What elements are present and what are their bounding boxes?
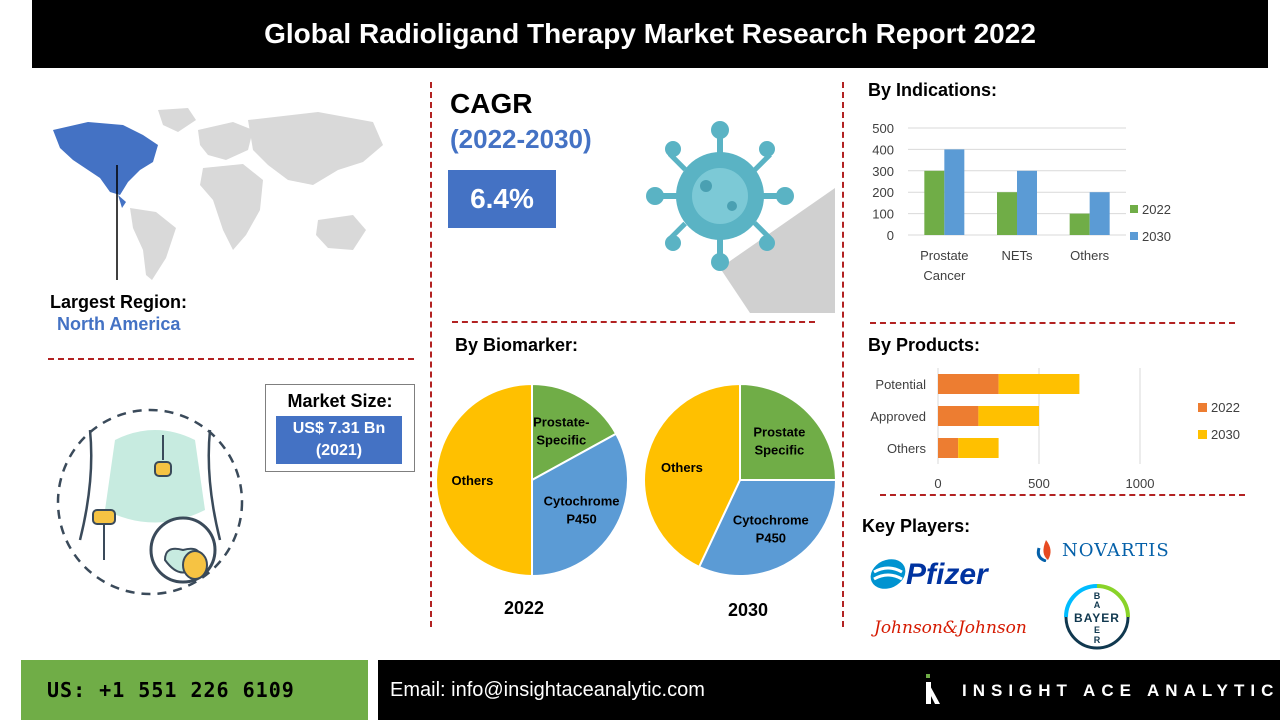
products-legend-label: 2022 — [1211, 400, 1240, 415]
svg-text:E: E — [1094, 625, 1100, 635]
divider-indications — [870, 322, 1235, 324]
products-bar-2030 — [958, 438, 999, 458]
pie-label: P450 — [566, 511, 596, 526]
products-bar-2022 — [938, 438, 959, 458]
biomarker-pie-2030: Prostate Specific Cytochrome P450 Others — [643, 383, 838, 577]
svg-text:B: B — [1094, 591, 1101, 601]
products-bar-2030 — [998, 374, 1080, 394]
region-value: North America — [57, 314, 181, 334]
indications-bar-2030 — [1089, 192, 1110, 235]
insightace-logo-icon — [926, 674, 940, 704]
indications-legend-swatch — [1130, 205, 1138, 213]
svg-text:R: R — [1094, 635, 1101, 645]
market-size-value: US$ 7.31 Bn — [292, 420, 386, 437]
products-xtick: 1000 — [1126, 476, 1155, 491]
divider-region — [48, 358, 414, 360]
indications-bar-2022 — [924, 170, 945, 235]
svg-text:A: A — [1094, 600, 1101, 610]
indications-legend-swatch — [1130, 232, 1138, 240]
biomarker-pie-2022: Prostate- Specific Cytochrome P450 Others — [435, 383, 629, 578]
products-ytick: Potential — [875, 377, 926, 392]
footer-bar: Email: info@insightaceanalytic.com INSIG… — [378, 660, 1280, 720]
pie-2022-caption: 2022 — [504, 598, 545, 618]
indications-ytick: 100 — [872, 207, 894, 222]
products-bar-2022 — [938, 374, 999, 394]
bayer-logo: BAYER B A E R — [1064, 584, 1130, 650]
pie-slice — [435, 383, 533, 578]
pie-label: Specific — [754, 443, 804, 458]
pie-slice — [531, 432, 629, 578]
products-xtick: 500 — [1028, 476, 1050, 491]
indications-legend-label: 2030 — [1142, 229, 1171, 244]
products-legend-swatch — [1198, 430, 1207, 439]
indications-ytick: 500 — [872, 121, 894, 136]
biomarker-title: By Biomarker: — [455, 335, 579, 355]
jnj-logo: Johnson&Johnson — [874, 618, 1027, 638]
pie-slice — [643, 383, 741, 569]
indications-bar-2030 — [944, 149, 965, 235]
market-size-value-box: US$ 7.31 Bn (2021) — [276, 416, 402, 464]
pie-label: Others — [661, 460, 703, 475]
virus-icon — [646, 121, 835, 313]
pie-label: P450 — [756, 531, 786, 546]
world-map-icon — [53, 108, 383, 280]
products-title: By Products: — [868, 335, 981, 355]
products-chart: 0 500 1000 Potential Approved Others 2022 2030 — [870, 368, 1240, 491]
pie-label: Others — [452, 473, 494, 488]
pfizer-logo: Pfizer — [868, 552, 988, 602]
indications-title: By Indications: — [868, 80, 998, 100]
products-bar-2022 — [938, 406, 979, 426]
key-players-title: Key Players: — [862, 516, 971, 536]
pfizer-pill-icon — [870, 559, 906, 589]
footer-email[interactable]: Email: info@insightaceanalytic.com — [390, 679, 705, 701]
indications-chart: 0 100 200 300 400 500 Prostate Cancer NETs Others… — [872, 121, 1171, 283]
indications-xtick: Prostate — [920, 248, 968, 263]
pie-label: Prostate- — [533, 414, 589, 429]
indications-ytick: 0 — [887, 228, 894, 243]
market-size-label: Market Size: — [287, 391, 393, 411]
north-america-shape — [53, 122, 158, 195]
cagr-value: 6.4% — [448, 170, 556, 228]
products-xtick: 0 — [934, 476, 941, 491]
novartis-logo: NOVARTIS — [1036, 536, 1176, 566]
products-legend-label: 2030 — [1211, 427, 1240, 442]
cagr-label: CAGR — [450, 88, 533, 119]
indications-bar-2022 — [1069, 213, 1090, 235]
indications-ytick: 300 — [872, 164, 894, 179]
products-bar-2030 — [978, 406, 1039, 426]
indications-bar-2022 — [997, 192, 1017, 235]
indications-ytick: 200 — [872, 185, 894, 200]
pie-slice — [739, 383, 838, 481]
indications-xtick: Others — [1070, 248, 1110, 263]
cagr-period: (2022-2030) — [450, 124, 592, 154]
pie-label: Cytochrome — [733, 513, 809, 528]
pie-label: Specific — [536, 432, 586, 447]
region-label: Largest Region: — [50, 292, 188, 312]
products-ytick: Others — [887, 441, 927, 456]
divider-cagr — [452, 321, 815, 323]
divider-left — [430, 82, 432, 627]
products-ytick: Approved — [870, 409, 926, 424]
pie-label: Cytochrome — [544, 493, 620, 508]
pie-slice — [531, 383, 618, 482]
market-size-box: Market Size: US$ 7.31 Bn (2021) — [265, 384, 415, 472]
footer-phone[interactable]: US: +1 551 226 6109 — [21, 660, 368, 720]
prostate-illustration-icon — [56, 408, 244, 596]
pie-label: Prostate — [753, 425, 805, 440]
novartis-flame-icon — [1036, 540, 1051, 562]
indications-ytick: 400 — [872, 142, 894, 157]
page-title: Global Radioligand Therapy Market Resear… — [32, 0, 1268, 68]
footer-brand: INSIGHT ACE ANALYTIC — [962, 681, 1280, 700]
svg-text:BAYER: BAYER — [1074, 611, 1120, 625]
indications-xtick: NETs — [1001, 248, 1033, 263]
market-size-year: (2021) — [315, 442, 363, 459]
products-legend-swatch — [1198, 403, 1207, 412]
pie-2030-caption: 2030 — [728, 600, 769, 620]
divider-right — [842, 82, 844, 627]
indications-bar-2030 — [1017, 170, 1037, 235]
indications-xtick: Cancer — [923, 268, 966, 283]
pie-slice — [697, 479, 838, 577]
indications-legend-label: 2022 — [1142, 202, 1171, 217]
divider-products — [880, 494, 1245, 496]
